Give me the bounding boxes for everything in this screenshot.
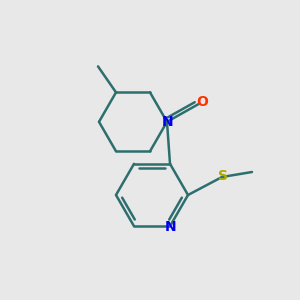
Text: S: S <box>218 169 228 183</box>
Text: N: N <box>162 115 174 129</box>
Text: N: N <box>165 220 177 234</box>
Text: O: O <box>196 95 208 109</box>
